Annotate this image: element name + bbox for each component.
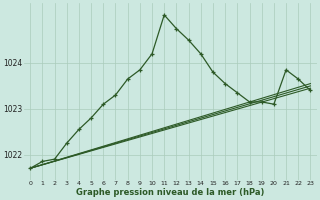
X-axis label: Graphe pression niveau de la mer (hPa): Graphe pression niveau de la mer (hPa): [76, 188, 265, 197]
